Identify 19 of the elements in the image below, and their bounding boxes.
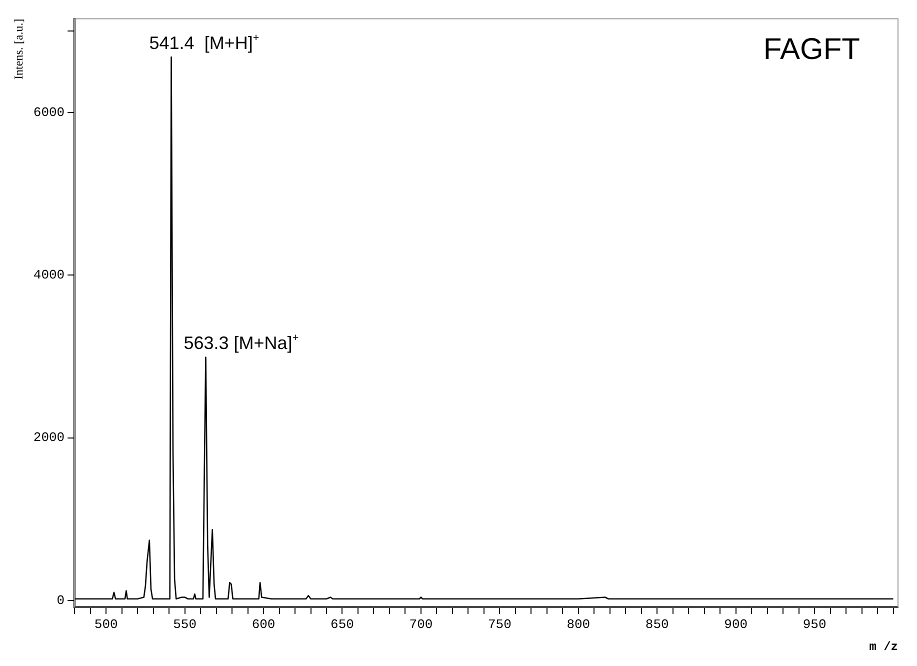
x-tick-label: 900 xyxy=(724,617,748,632)
x-tick-label: 950 xyxy=(802,617,826,632)
x-tick-label: 550 xyxy=(173,617,197,632)
annotation: 541.4 [M+H]+ xyxy=(149,32,260,54)
x-tick-label: 600 xyxy=(252,617,276,632)
y-tick-label: 6000 xyxy=(33,104,65,120)
y-tick-label: 0 xyxy=(56,592,65,608)
x-tick-label: 700 xyxy=(409,617,433,632)
y-tick-label: 4000 xyxy=(33,268,65,283)
y-axis-title: Intens. [a.u.] xyxy=(11,18,26,80)
annotation: FAGFT xyxy=(763,32,860,66)
annotation: 563.3 [M+Na]+ xyxy=(184,332,299,354)
x-tick-label: 500 xyxy=(94,617,118,632)
x-tick-label: 650 xyxy=(330,617,354,632)
x-tick-label: 800 xyxy=(566,617,590,632)
x-axis-title: m /z xyxy=(869,640,898,654)
x-tick-label: 750 xyxy=(488,617,512,632)
y-tick-label: 2000 xyxy=(33,430,65,446)
x-tick-label: 850 xyxy=(645,617,669,632)
